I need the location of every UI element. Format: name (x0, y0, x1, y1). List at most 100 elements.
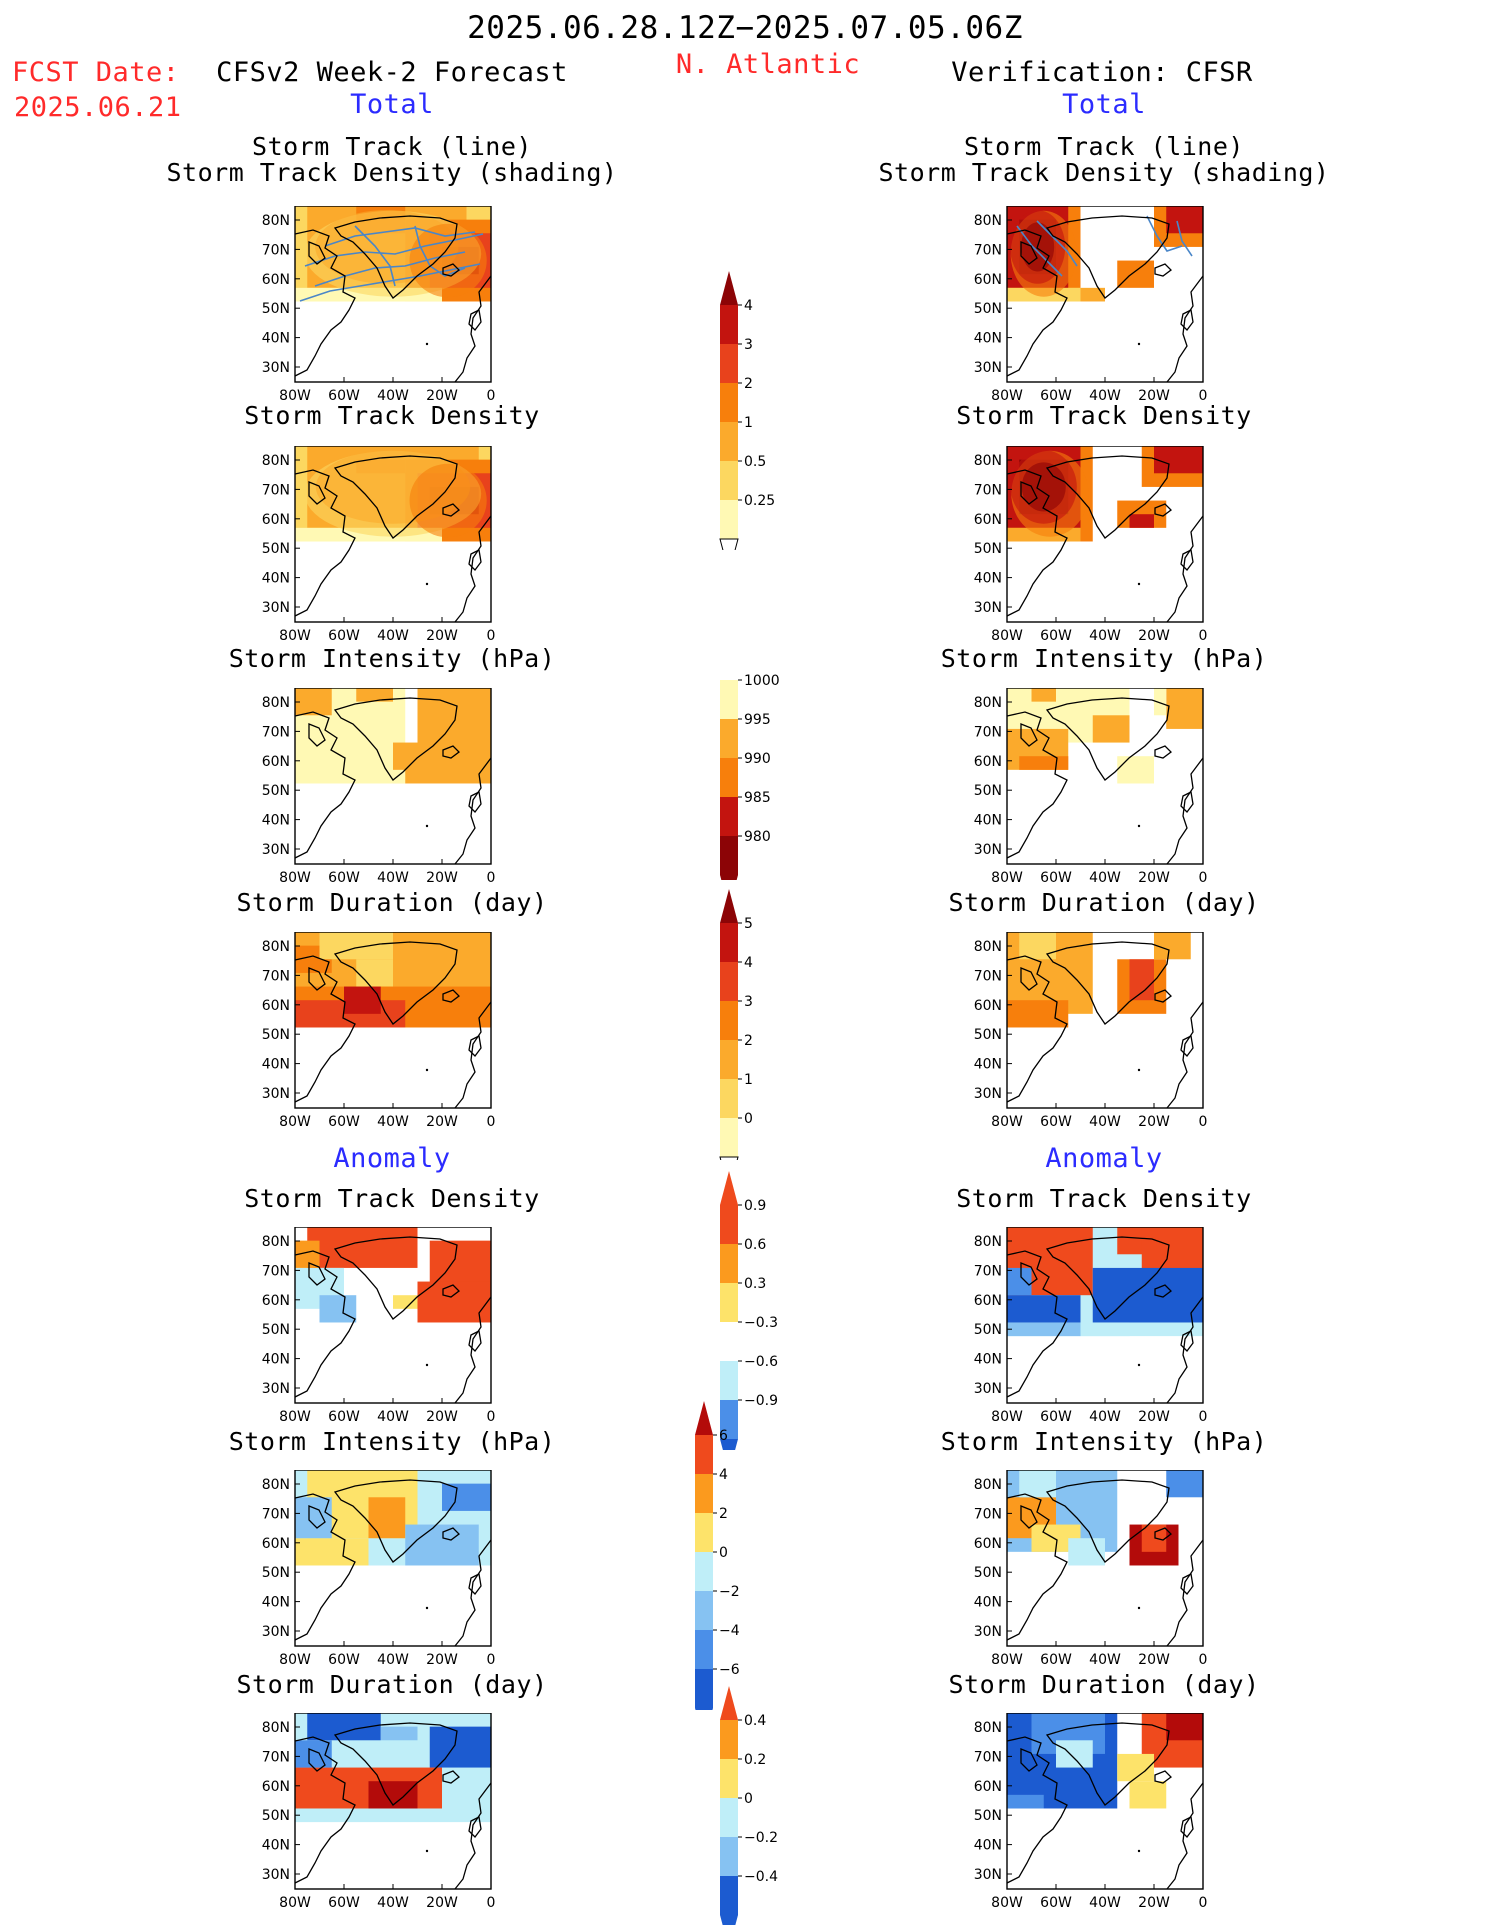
lon-tick-label: 80W (991, 1895, 1023, 1911)
coastline (468, 549, 482, 571)
colorbar-swatch (720, 1876, 738, 1915)
lat-tick-label: 70N (974, 1506, 1002, 1522)
lon-tick-label: 60W (328, 1114, 360, 1130)
lon-tick-label: 60W (328, 1895, 360, 1911)
lat-tick-label: 80N (262, 1234, 290, 1250)
anomaly-label-left: Anomaly (333, 1143, 451, 1174)
colorbar-arrow-top (720, 646, 738, 680)
heatmap-cell (1166, 1713, 1203, 1741)
lat-tick-label: 40N (262, 571, 290, 587)
colorbar-tick-label: 4 (744, 955, 753, 971)
heatmap-cell (442, 1483, 491, 1511)
lat-tick-label: 70N (262, 724, 290, 740)
colorbar-swatch (720, 1118, 738, 1157)
lon-tick-label: 20W (426, 1114, 458, 1130)
lat-tick-label: 50N (262, 541, 290, 557)
map-panel-r4-verification: 80N 70N 60N 50N 40N 30N 80W 60W 40W 20W 0 (974, 1227, 1208, 1425)
title-anom-intensity-right: Storm Intensity (hPa) (940, 1427, 1268, 1456)
lat-tick-label: 80N (974, 939, 1002, 955)
map-panel-r1-forecast: 80N 70N 60N 50N 40N 30N 80W 60W 40W 20W 0 (262, 446, 495, 644)
verification-title: Verification: CFSR (951, 57, 1253, 88)
heatmap-cell (405, 1524, 479, 1566)
heatmap-cell (393, 1295, 418, 1309)
storm-track-line (324, 227, 476, 247)
coastline (1166, 515, 1204, 623)
colorbar-swatch (695, 1630, 713, 1669)
lat-tick-label: 40N (974, 1352, 1002, 1368)
heatmap-cell (1129, 514, 1154, 528)
coastline (1006, 1250, 1068, 1398)
title-density-right: Storm Track Density (956, 401, 1252, 430)
heatmap-cell (1166, 688, 1203, 729)
lat-tick-label: 70N (262, 1263, 290, 1279)
colorbar-arrow-bottom (719, 538, 739, 550)
colorbar-swatch (720, 719, 738, 758)
lon-tick-label: 20W (1138, 628, 1170, 644)
colorbar-swatch (720, 1837, 738, 1876)
lon-tick-label: 20W (426, 870, 458, 886)
lon-tick-label: 80W (991, 628, 1023, 644)
colorbar-swatch (720, 836, 738, 875)
colorbar-swatch (720, 500, 738, 539)
lat-tick-label: 30N (262, 1381, 290, 1397)
total-label-left: Total (350, 89, 434, 120)
lat-tick-label: 60N (974, 1536, 1002, 1552)
coastline (294, 229, 356, 377)
title-anom-duration-right: Storm Duration (day) (948, 1670, 1260, 1699)
lat-tick-label: 60N (974, 754, 1002, 770)
lon-tick-label: 60W (1040, 1652, 1072, 1668)
lon-tick-label: 0 (487, 1652, 496, 1668)
colorbar-tick-label: 1 (744, 1072, 753, 1088)
coastline (333, 455, 458, 539)
coastline (1045, 941, 1170, 1025)
lon-tick-label: 60W (1040, 628, 1072, 644)
lat-tick-label: 30N (262, 360, 290, 376)
coastline (308, 1262, 326, 1286)
map-panel-r0-verification: 80N 70N 60N 50N 40N 30N 80W 60W 40W 20W 0 (974, 206, 1207, 404)
heatmap-cell (295, 1497, 332, 1539)
title-duration-left: Storm Duration (day) (236, 888, 548, 917)
colorbar-arrow-top (695, 1401, 713, 1435)
heatmap-cell (356, 959, 393, 987)
colorbar-swatch (720, 1798, 738, 1837)
lat-tick-label: 50N (974, 1808, 1002, 1824)
heatmap-cell (1068, 1538, 1105, 1566)
lat-tick-label: 30N (262, 1867, 290, 1883)
lat-tick-label: 40N (262, 331, 290, 347)
lon-tick-label: 40W (377, 1652, 409, 1668)
lon-tick-label: 0 (1199, 870, 1208, 886)
colorbar-swatch (720, 1361, 738, 1400)
lat-tick-label: 30N (974, 842, 1002, 858)
lon-tick-label: 40W (377, 628, 409, 644)
colorbar-total-intensity: 1000 995 990 985 980 (720, 646, 780, 880)
colorbar-tick-label: 995 (744, 712, 771, 728)
colorbar-swatch (720, 962, 738, 1001)
coastline (1166, 275, 1204, 383)
colorbar-tick-label: 2 (744, 376, 753, 392)
lon-tick-label: 0 (1199, 1409, 1208, 1425)
heatmap-cell (307, 1227, 418, 1268)
lat-tick-label: 70N (974, 724, 1002, 740)
colorbar-tick-label: 0 (719, 1545, 728, 1561)
coastline (454, 1539, 492, 1647)
title-track-shading-right: Storm Track Density (shading) (878, 158, 1330, 187)
lat-tick-label: 60N (262, 272, 290, 288)
colorbar-anomaly-intensity: 6 4 2 0 −2 −4 −6 (695, 1401, 740, 1710)
colorbar-tick-label: −0.6 (744, 1354, 778, 1370)
lon-tick-label: 0 (487, 870, 496, 886)
lon-tick-label: 0 (1199, 1114, 1208, 1130)
lat-tick-label: 80N (262, 213, 290, 229)
lon-tick-label: 0 (1199, 628, 1208, 644)
coastline (454, 1001, 492, 1109)
coastline (1006, 955, 1068, 1103)
colorbar-swatch (720, 1205, 738, 1244)
lon-tick-label: 20W (1138, 1114, 1170, 1130)
colorbar-tick-label: 2 (719, 1506, 728, 1522)
lon-tick-label: 40W (377, 1409, 409, 1425)
lat-tick-label: 80N (974, 1234, 1002, 1250)
colorbar-swatch (720, 1322, 738, 1361)
coastline (308, 1505, 326, 1529)
lon-tick-label: 20W (426, 1652, 458, 1668)
coastline (308, 1748, 326, 1772)
heatmap-cell (1154, 688, 1167, 716)
